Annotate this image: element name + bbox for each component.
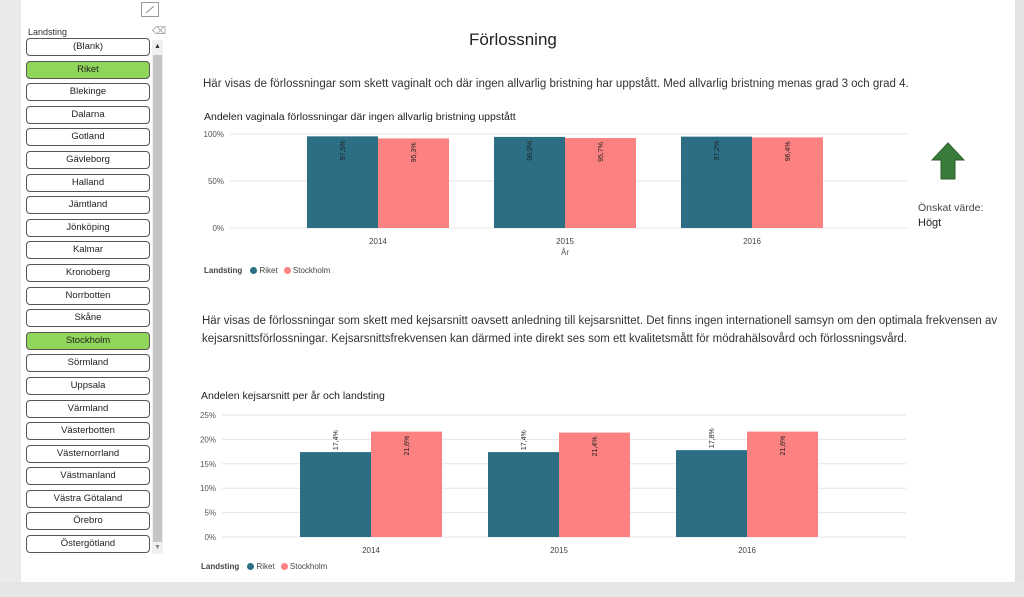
bar-riket-2015	[488, 452, 559, 537]
chart1-title: Andelen vaginala förlossningar där ingen…	[204, 111, 516, 123]
y-tick-label: 15%	[200, 460, 216, 469]
slicer-item[interactable]: Gotland	[26, 128, 150, 147]
data-label: 21,4%	[592, 437, 599, 457]
y-tick-label: 0%	[204, 533, 216, 542]
scroll-down-icon[interactable]: ▼	[154, 544, 161, 551]
legend-riket: Riket	[256, 562, 275, 571]
bar-stockholm-2014	[378, 138, 449, 228]
chart1-legend: Landsting Riket Stockholm	[204, 266, 330, 275]
slicer-item[interactable]: Dalarna	[26, 105, 150, 124]
slicer-item[interactable]: Västmanland	[26, 467, 150, 486]
data-label: 17,4%	[333, 430, 340, 450]
slicer-item[interactable]: Riket	[26, 60, 150, 79]
x-tick-label: 2015	[556, 237, 574, 246]
data-label: 21,6%	[404, 436, 411, 456]
slicer-item[interactable]: Västra Götaland	[26, 489, 150, 508]
bar-stockholm-2015	[565, 138, 636, 228]
arrow-up-icon	[931, 142, 965, 180]
bar-riket-2014	[300, 452, 371, 537]
y-tick-label: 25%	[200, 411, 216, 420]
kpi-label: Önskat värde:	[918, 202, 984, 214]
legend-riket: Riket	[259, 266, 278, 275]
bar-stockholm-2015	[559, 432, 630, 537]
description-vaginal: Här visas de förlossningar som skett vag…	[203, 78, 909, 90]
slicer-item[interactable]: Jönköping	[26, 218, 150, 237]
legend-stockholm-dot	[280, 563, 288, 570]
scroll-thumb[interactable]	[153, 55, 162, 542]
slicer-item[interactable]: Örebro	[26, 512, 150, 531]
slicer-item[interactable]: Sörmland	[26, 354, 150, 373]
bar-riket-2016	[681, 136, 752, 228]
slicer-item[interactable]: Halland	[26, 173, 150, 192]
data-label: 17,8%	[709, 428, 716, 448]
chart2: 0% 5% 10% 15% 20% 25% 17,4% 21,6% 2014 17,4% 21,4%…	[200, 411, 906, 555]
data-label: 96,9%	[527, 141, 534, 161]
chart1: 0% 50% 100% 97,5% 95,3% 2014 96,9% 95,7% 2015 97,…	[204, 130, 907, 257]
data-label: 97,5%	[340, 140, 347, 160]
scroll-up-icon[interactable]: ▲	[154, 43, 161, 50]
data-label: 21,6%	[780, 436, 787, 456]
slicer-item[interactable]: Stockholm	[26, 331, 150, 350]
chart2-title: Andelen kejsarsnitt per år och landsting	[201, 390, 385, 402]
slicer-item[interactable]: Jämtland	[26, 196, 150, 215]
bar-stockholm-2014	[371, 431, 442, 537]
kpi-value: Högt	[918, 217, 942, 229]
landsting-slicer: (Blank) Riket Blekinge Dalarna Gotland Gävleb…	[26, 38, 150, 558]
slicer-title: Landsting	[28, 27, 68, 37]
bar-stockholm-2016	[752, 137, 823, 228]
x-axis-title: År	[561, 248, 569, 257]
legend-stockholm: Stockholm	[289, 562, 328, 571]
bottom-bar	[0, 582, 1024, 597]
focus-mode-icon[interactable]	[141, 2, 159, 17]
legend-stockholm-dot	[283, 267, 291, 274]
slicer-item[interactable]: Blekinge	[26, 83, 150, 102]
legend-stockholm: Stockholm	[292, 266, 331, 275]
clear-selection-icon[interactable]: ⌫	[152, 26, 167, 37]
y-tick-label: 50%	[208, 177, 224, 186]
data-label: 97,2%	[714, 141, 721, 161]
y-tick-label: 10%	[200, 484, 216, 493]
data-label: 17,4%	[521, 430, 528, 450]
slicer-item[interactable]: Västerbotten	[26, 422, 150, 441]
x-tick-label: 2016	[738, 546, 756, 555]
x-tick-label: 2014	[362, 546, 380, 555]
x-tick-label: 2016	[743, 237, 761, 246]
y-tick-label: 20%	[200, 435, 216, 444]
slicer-item[interactable]: Uppsala	[26, 376, 150, 395]
slicer-item[interactable]: Östergötland	[26, 535, 150, 554]
bar-riket-2014	[307, 136, 378, 228]
slicer-item[interactable]: Värmland	[26, 399, 150, 418]
x-tick-label: 2014	[369, 237, 387, 246]
slicer-item[interactable]: Gävleborg	[26, 150, 150, 169]
legend-riket-dot	[247, 563, 255, 570]
bar-stockholm-2016	[747, 431, 818, 537]
slicer-item[interactable]: Kalmar	[26, 241, 150, 260]
y-tick-label: 5%	[204, 509, 216, 518]
slicer-item[interactable]: Skåne	[26, 309, 150, 328]
legend-riket-dot	[250, 267, 258, 274]
slicer-item[interactable]: (Blank)	[26, 38, 150, 56]
data-label: 95,7%	[598, 142, 605, 162]
y-tick-label: 100%	[204, 130, 224, 139]
right-scroll-strip	[1015, 0, 1024, 597]
data-label: 95,3%	[411, 142, 418, 162]
chart2-legend: Landsting Riket Stockholm	[201, 562, 327, 571]
legend-title: Landsting	[201, 562, 240, 571]
slicer-item[interactable]: Kronoberg	[26, 263, 150, 282]
data-label: 96,4%	[785, 141, 792, 161]
y-tick-label: 0%	[212, 224, 224, 233]
legend-title: Landsting	[204, 266, 243, 275]
slicer-item[interactable]: Norrbotten	[26, 286, 150, 305]
slicer-scrollbar[interactable]: ▲ ▼	[152, 40, 163, 554]
x-tick-label: 2015	[550, 546, 568, 555]
bar-riket-2016	[676, 450, 747, 537]
page-title: Förlossning	[469, 30, 557, 49]
description-kejsarsnitt: Här visas de förlossningar som skett med…	[202, 315, 998, 345]
slicer-item[interactable]: Västernorrland	[26, 444, 150, 463]
bar-riket-2015	[494, 136, 565, 228]
